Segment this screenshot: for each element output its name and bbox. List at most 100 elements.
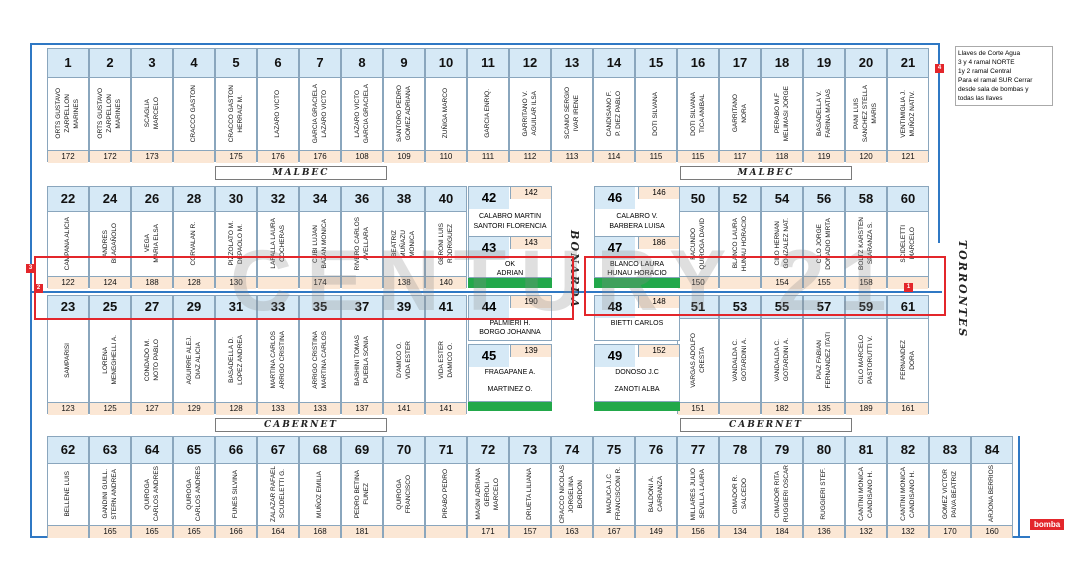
- owner-name: MARCELO: [152, 97, 160, 130]
- lot-19[interactable]: 19 BASADELLA V. FARINA MATIAS 119: [803, 48, 845, 163]
- lot-39[interactable]: 39 D'AMICO O. VIDA ESTER 141: [383, 295, 425, 415]
- lot-31[interactable]: 31 BASADELLA D. LOPEZ ANDREA 128: [215, 295, 257, 415]
- lot-72[interactable]: 72 MAGNI ADRIANA GEROLI MARCELO 171: [467, 436, 509, 538]
- lot-83[interactable]: 83 GOMEZ VICTOR PAIVA BEATRIZ 170: [929, 436, 971, 538]
- lot-1[interactable]: 1 ORTS GUSTAVO ZARPELLON MARINES 172: [47, 48, 89, 163]
- owner-names: SCANIO SERGIO IVAR IRENE: [552, 80, 592, 147]
- lot-62[interactable]: 62 BELLENE LUIS: [47, 436, 89, 538]
- lot-80[interactable]: 80 RUGGIERI STEF. 136: [803, 436, 845, 538]
- lot-82[interactable]: 82 CANTINI MONICA CANDISANO H. 132: [887, 436, 929, 538]
- owner-name: MILLARES JULIO: [689, 467, 697, 521]
- note-line: 1y 2 ramal Central: [958, 68, 1012, 75]
- meter-number: 156: [678, 525, 718, 538]
- lot-76[interactable]: 76 BALDONI A. CARRANZA 149: [635, 436, 677, 538]
- lot-2[interactable]: 2 ORTS GUSTAVO ZARPELLON MARINES 172: [89, 48, 131, 163]
- lot-73[interactable]: 73 DRUETA LILIANA 157: [509, 436, 551, 538]
- owner-name: HERRAIZ M.: [236, 94, 244, 133]
- lot-46[interactable]: 46 146 CALABRO V. BARBERA LUISA: [594, 186, 680, 238]
- lot-14[interactable]: 14 CANDISANO F. P. DIEZ PABLO 114: [593, 48, 635, 163]
- lot-15[interactable]: 15 DOTI SILVANA 115: [635, 48, 677, 163]
- lot-58[interactable]: 58 BOLTZ KARSTEN SPARANZA S. 158: [845, 186, 887, 289]
- lot-69[interactable]: 69 PEDRO BETINA FUNEZ 181: [341, 436, 383, 538]
- lot-50[interactable]: 50 FACUNDO QUIROGA DAVID 150: [677, 186, 719, 289]
- owner-names: VANDALDA C. GOTARDINI A.: [762, 321, 802, 399]
- lot-75[interactable]: 75 MADUCA J.C FRANCISCONI R. 167: [593, 436, 635, 538]
- lot-77[interactable]: 77 MILLARES JULIO SEVILLA LAURA 156: [677, 436, 719, 538]
- lot-21[interactable]: 21 VENTIMIGLIA J. MUÑOZ NATIV. 121: [887, 48, 929, 163]
- lot-20[interactable]: 20 PANI LUIS SANCHEZ STELLA MARIS 120: [845, 48, 887, 163]
- lot-3[interactable]: 3 SCAGLIA MARCELO 173: [131, 48, 173, 163]
- owner-name: CARLOS ANDRES: [194, 466, 202, 522]
- lot-number: 18: [762, 49, 802, 78]
- lot-18[interactable]: 18 PERABO M.F MELIMASI JORGE 118: [761, 48, 803, 163]
- lot-38[interactable]: 38 BEATRIZ MUÑAZU MONICA 138: [383, 186, 425, 289]
- lot-number: 2: [90, 49, 130, 78]
- lot-32[interactable]: 32 LAFALLA LAURA COCHERAS: [257, 186, 299, 289]
- lot-36[interactable]: 36 RIVERO CARLOS AVELLARA: [341, 186, 383, 289]
- lot-71[interactable]: 71 PIRABO PEDRO: [425, 436, 467, 538]
- lot-44[interactable]: 44 190 PALMIERI H. BORGO JOHANNA: [468, 295, 552, 341]
- lot-81[interactable]: 81 CANTINI MONICA CANDISANO H. 132: [845, 436, 887, 538]
- lot-17[interactable]: 17 GARRITANO NORA 117: [719, 48, 761, 163]
- lot-28[interactable]: 28 CORVALAN R. 128: [173, 186, 215, 289]
- lot-49[interactable]: 49 152 DONOSO J.C ZANOTI ALBA: [594, 344, 680, 402]
- lot-9[interactable]: 9 SANTORO PEDRO GOMEZ ADRIANA 109: [383, 48, 425, 163]
- lot-65[interactable]: 65 QUIROGA CARLOS ANDRES 165: [173, 436, 215, 538]
- meter-number: [258, 276, 298, 289]
- lot-45[interactable]: 45 139 FRAGAPANE A. MARTINEZ O.: [468, 344, 552, 402]
- owner-name: BORGO JOHANNA: [479, 329, 541, 336]
- lot-63[interactable]: 63 GANDINI GUILL. STERN ANDREA 165: [89, 436, 131, 538]
- lot-68[interactable]: 68 MUÑOZ EMILIA 168: [299, 436, 341, 538]
- lot-52[interactable]: 52 BLANCO LAURA HUNAU HORACIO: [719, 186, 761, 289]
- lot-48[interactable]: 48 148 BIETTI CARLOS: [594, 295, 680, 341]
- lot-26[interactable]: 26 VEGA MARIA ELSA 188: [131, 186, 173, 289]
- lot-54[interactable]: 54 CILO HERNAN GONZALEZ NAT. 154: [761, 186, 803, 289]
- lot-6[interactable]: 6 LAZARO VICTO 176: [257, 48, 299, 163]
- lot-12[interactable]: 12 GARRITANO V. AGUILAR ILSA 112: [509, 48, 551, 163]
- owner-names: VANDALDA C. GOTARDINI A.: [720, 321, 760, 399]
- lot-74[interactable]: 74 CRACCO NICOLAS JORGELINA BORDON 163: [551, 436, 593, 538]
- lot-79[interactable]: 79 CIMADOR RITA RUGGIERI OSCAR 184: [761, 436, 803, 538]
- owner-name: DONOSO J.C: [615, 369, 659, 376]
- lot-13[interactable]: 13 SCANIO SERGIO IVAR IRENE 113: [551, 48, 593, 163]
- owner-name: BIETTI CARLOS: [610, 320, 664, 327]
- lot-25[interactable]: 25 LORENA MENEGHELLI A. 125: [89, 295, 131, 415]
- lot-34[interactable]: 34 CUBI LUJAN BAZAN MONICA 174: [299, 186, 341, 289]
- meter-number: [48, 525, 88, 538]
- lot-67[interactable]: 67 ZALAZAR RAFAEL SCUDELETTI G. 164: [257, 436, 299, 538]
- lot-40[interactable]: 40 GERONI LUIS RODRIGUEZ 140: [425, 186, 467, 289]
- lot-33[interactable]: 33 MARTINA CARLOS ARRIGO CRISTINA 133: [257, 295, 299, 415]
- lot-24[interactable]: 24 ANDRES BLAGAÑOLO 124: [89, 186, 131, 289]
- lot-30[interactable]: 30 PIZZOLATO M. DEPAOLO M. 130: [215, 186, 257, 289]
- lot-10[interactable]: 10 ZUÑIGA MARCO 110: [425, 48, 467, 163]
- owner-name: ANDRES: [101, 229, 109, 258]
- owner-name: BORDON: [577, 479, 584, 509]
- lot-16[interactable]: 16 DOTI SILVANA TICA ANIBAL 115: [677, 48, 719, 163]
- lot-70[interactable]: 70 QUIROGA FRANCISCO: [383, 436, 425, 538]
- lot-22[interactable]: 22 CAMPANA ALICIA 122: [47, 186, 89, 289]
- lot-64[interactable]: 64 QUIROGA CARLOS ANDRES 165: [131, 436, 173, 538]
- lot-60[interactable]: 60 SCIDELETTI MARCELO: [887, 186, 929, 289]
- lot-56[interactable]: 56 CILO JORGE DONADIO MIRTA 155: [803, 186, 845, 289]
- lot-29[interactable]: 29 AGUIRRE ALEJ. DIAZ ALICIA 129: [173, 295, 215, 415]
- lot-11[interactable]: 11 GARCIA ENRIQ. 111: [467, 48, 509, 163]
- lot-41[interactable]: 41 VIDA ESTER DAMICO O. 141: [425, 295, 467, 415]
- lot-7[interactable]: 7 GARCIA GRACIELA LAZARO VICTO 176: [299, 48, 341, 163]
- owner-name: MADUCA J.C: [605, 474, 613, 514]
- owner-name: MENEGHELLI A.: [110, 335, 118, 385]
- lot-number: 17: [720, 49, 760, 78]
- meter-number: 130: [216, 276, 256, 289]
- lot-4[interactable]: 4 CRACCO GASTON: [173, 48, 215, 163]
- lot-42[interactable]: 42 142 CALABRO MARTIN SANTORI FLORENCIA: [468, 186, 552, 238]
- owner-name: BLANCO LAURA: [609, 261, 665, 268]
- lot-84[interactable]: 84 ARJONA BERRIOS 160: [971, 436, 1013, 538]
- lot-66[interactable]: 66 FUNES SILVINA 166: [215, 436, 257, 538]
- owner-name: LORENA: [101, 346, 109, 374]
- lot-27[interactable]: 27 CONDADO M. NOTO PABLO 127: [131, 295, 173, 415]
- lot-78[interactable]: 78 CIMADOR R. SALCEDO 134: [719, 436, 761, 538]
- lot-37[interactable]: 37 BASHINI TOMAS PUEBLA SONIA 137: [341, 295, 383, 415]
- lot-8[interactable]: 8 LAZARO VICTO GARCIA GRACIELA 108: [341, 48, 383, 163]
- lot-35[interactable]: 35 ARRIGO CRISTINA MARTINA CARLOS 133: [299, 295, 341, 415]
- lot-5[interactable]: 5 CRACCO GASTON HERRAIZ M. 175: [215, 48, 257, 163]
- owner-name: QUIROGA: [143, 478, 151, 510]
